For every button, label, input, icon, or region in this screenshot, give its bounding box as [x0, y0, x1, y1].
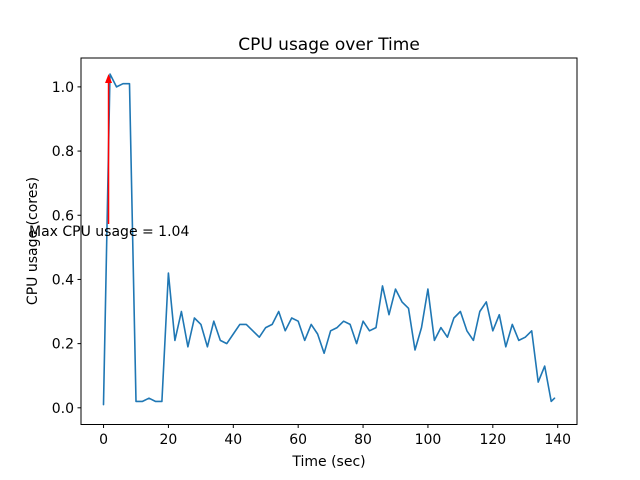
y-tick-label: 0.4	[52, 272, 74, 288]
x-tick-label: 80	[354, 432, 372, 448]
y-tick-label: 0.0	[52, 401, 74, 417]
x-tick-label: 0	[99, 432, 108, 448]
chart-generated-layer: 0 20 40 60 80 100 120 140 0.0 0.2 0.4 0.6 0.8 1.0	[52, 73, 571, 448]
x-tick-label: 60	[289, 432, 307, 448]
x-tick-label: 40	[224, 432, 242, 448]
x-tick-label: 140	[544, 432, 571, 448]
x-axis-label: Time (sec)	[291, 454, 365, 470]
plot-area	[80, 57, 578, 425]
x-tick-label: 120	[479, 432, 506, 448]
chart-title: CPU usage over Time	[238, 35, 420, 55]
y-tick-label: 0.6	[52, 208, 74, 224]
cpu-usage-line	[102, 73, 556, 406]
x-tick-label: 100	[415, 432, 442, 448]
y-tick-label: 0.2	[52, 337, 74, 353]
annotation-arrowhead	[105, 74, 113, 84]
y-tick-label: 1.0	[52, 80, 74, 96]
y-axis-label: CPU usage (cores)	[25, 177, 41, 305]
max-annotation-text: Max CPU usage = 1.04	[29, 224, 189, 240]
y-tick-label: 0.8	[52, 144, 74, 160]
x-tick-label: 20	[160, 432, 178, 448]
